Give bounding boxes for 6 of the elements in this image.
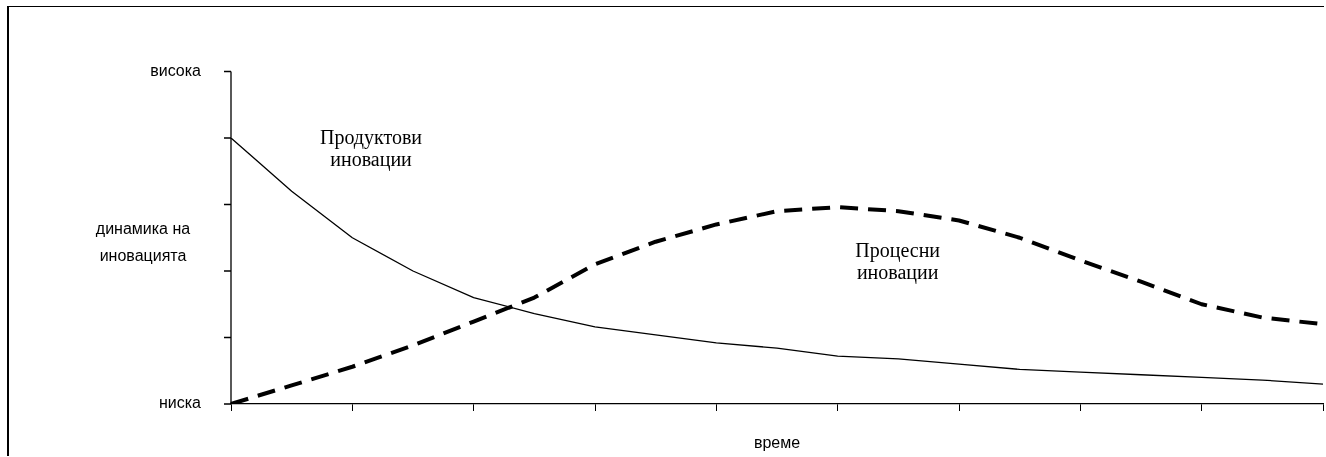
y-axis-title: динамика на иновацията: [95, 219, 191, 264]
text: ниска: [158, 394, 202, 412]
text: висока: [150, 61, 202, 79]
series-label: Процесни иновации: [855, 239, 941, 285]
series-label: Продуктови иновации: [319, 126, 423, 172]
x-axis-title: време: [753, 433, 801, 451]
